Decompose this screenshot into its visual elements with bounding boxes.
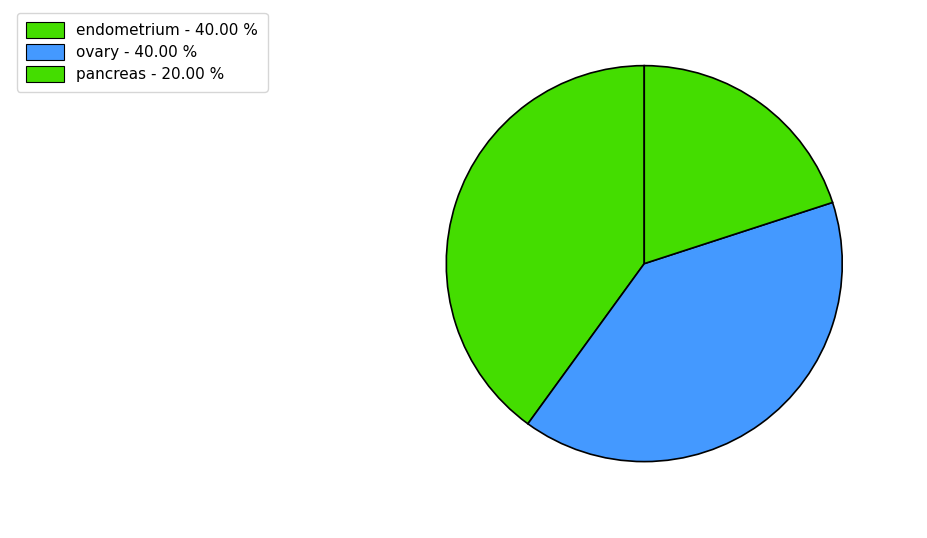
Wedge shape [644, 66, 832, 264]
Legend: endometrium - 40.00 %, ovary - 40.00 %, pancreas - 20.00 %: endometrium - 40.00 %, ovary - 40.00 %, … [17, 13, 268, 91]
Wedge shape [527, 202, 843, 462]
Wedge shape [446, 66, 644, 424]
